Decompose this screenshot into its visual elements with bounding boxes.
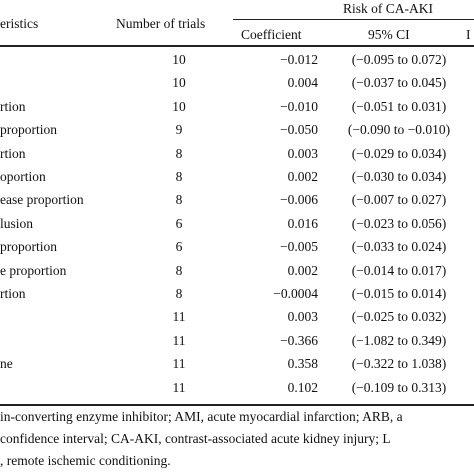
row-coefficient: −0.050 (280, 122, 318, 137)
row-label: rtion (0, 286, 26, 301)
row-coefficient: −0.005 (280, 239, 318, 254)
row-label: oportion (0, 169, 46, 184)
row-coefficient: 0.004 (287, 75, 318, 90)
row-trials: 10 (172, 75, 186, 90)
row-ci: (−0.090 to −0.010) (347, 122, 451, 137)
row-trials: 8 (175, 192, 183, 207)
row-trials: 11 (172, 333, 186, 348)
row-trials: 9 (175, 122, 183, 137)
footnote-line-1: in-converting enzyme inhibitor; AMI, acu… (0, 409, 403, 424)
row-coefficient: 0.102 (287, 380, 318, 395)
header-cut-column: I (466, 27, 471, 42)
header-ci: 95% CI (368, 27, 410, 42)
row-trials: 8 (175, 169, 183, 184)
row-trials: 11 (172, 380, 186, 395)
header-number-of-trials: Number of trials (116, 16, 206, 31)
row-coefficient: −0.0004 (273, 286, 318, 301)
row-ci: (−0.037 to 0.045) (351, 75, 447, 90)
row-label: ne (0, 356, 13, 371)
row-label: proportion (0, 122, 57, 137)
row-ci: (−0.029 to 0.034) (351, 146, 447, 161)
row-ci: (−0.322 to 1.038) (351, 356, 447, 371)
row-label: ease proportion (0, 192, 84, 207)
row-trials: 6 (175, 239, 183, 254)
row-ci: (−0.025 to 0.032) (351, 309, 447, 324)
row-label: rtion (0, 146, 26, 161)
row-label: proportion (0, 239, 57, 254)
footnote-line-2: confidence interval; CA-AKI, contrast-as… (0, 431, 391, 446)
row-label: e proportion (0, 263, 67, 278)
row-ci: (−0.051 to 0.031) (351, 99, 447, 114)
group-header-rule (233, 19, 474, 20)
row-trials: 10 (172, 99, 186, 114)
footnote-line-3: , remote ischemic conditioning. (0, 453, 171, 468)
row-label: lusion (0, 216, 34, 231)
row-trials: 10 (172, 52, 186, 67)
header-risk-group: Risk of CA-AKI (343, 1, 433, 16)
row-ci: (−0.033 to 0.024) (351, 239, 447, 254)
row-ci: (−0.023 to 0.056) (351, 216, 447, 231)
row-ci: (−0.014 to 0.017) (351, 263, 447, 278)
row-trials: 8 (175, 286, 183, 301)
row-coefficient: −0.012 (280, 52, 318, 67)
row-coefficient: 0.002 (287, 169, 318, 184)
row-ci: (−1.082 to 0.349) (351, 333, 447, 348)
row-coefficient: 0.003 (287, 146, 318, 161)
row-ci: (−0.007 to 0.027) (351, 192, 447, 207)
row-trials: 8 (175, 263, 183, 278)
row-coefficient: −0.010 (280, 99, 318, 114)
row-ci: (−0.030 to 0.034) (351, 169, 447, 184)
header-characteristics: eristics (0, 16, 39, 31)
row-coefficient: −0.006 (280, 192, 318, 207)
row-trials: 8 (175, 146, 183, 161)
row-label: rtion (0, 99, 26, 114)
row-ci: (−0.109 to 0.313) (351, 380, 447, 395)
header-bottom-rule (0, 45, 474, 47)
row-trials: 6 (175, 216, 183, 231)
row-ci: (−0.015 to 0.014) (351, 286, 447, 301)
table-bottom-rule (0, 404, 474, 406)
row-coefficient: 0.003 (287, 309, 318, 324)
row-coefficient: −0.366 (280, 333, 318, 348)
row-coefficient: 0.002 (287, 263, 318, 278)
row-coefficient: 0.016 (287, 216, 318, 231)
row-trials: 11 (172, 356, 186, 371)
header-coefficient: Coefficient (241, 27, 302, 42)
row-trials: 11 (172, 309, 186, 324)
row-coefficient: 0.358 (287, 356, 318, 371)
row-ci: (−0.095 to 0.072) (351, 52, 447, 67)
